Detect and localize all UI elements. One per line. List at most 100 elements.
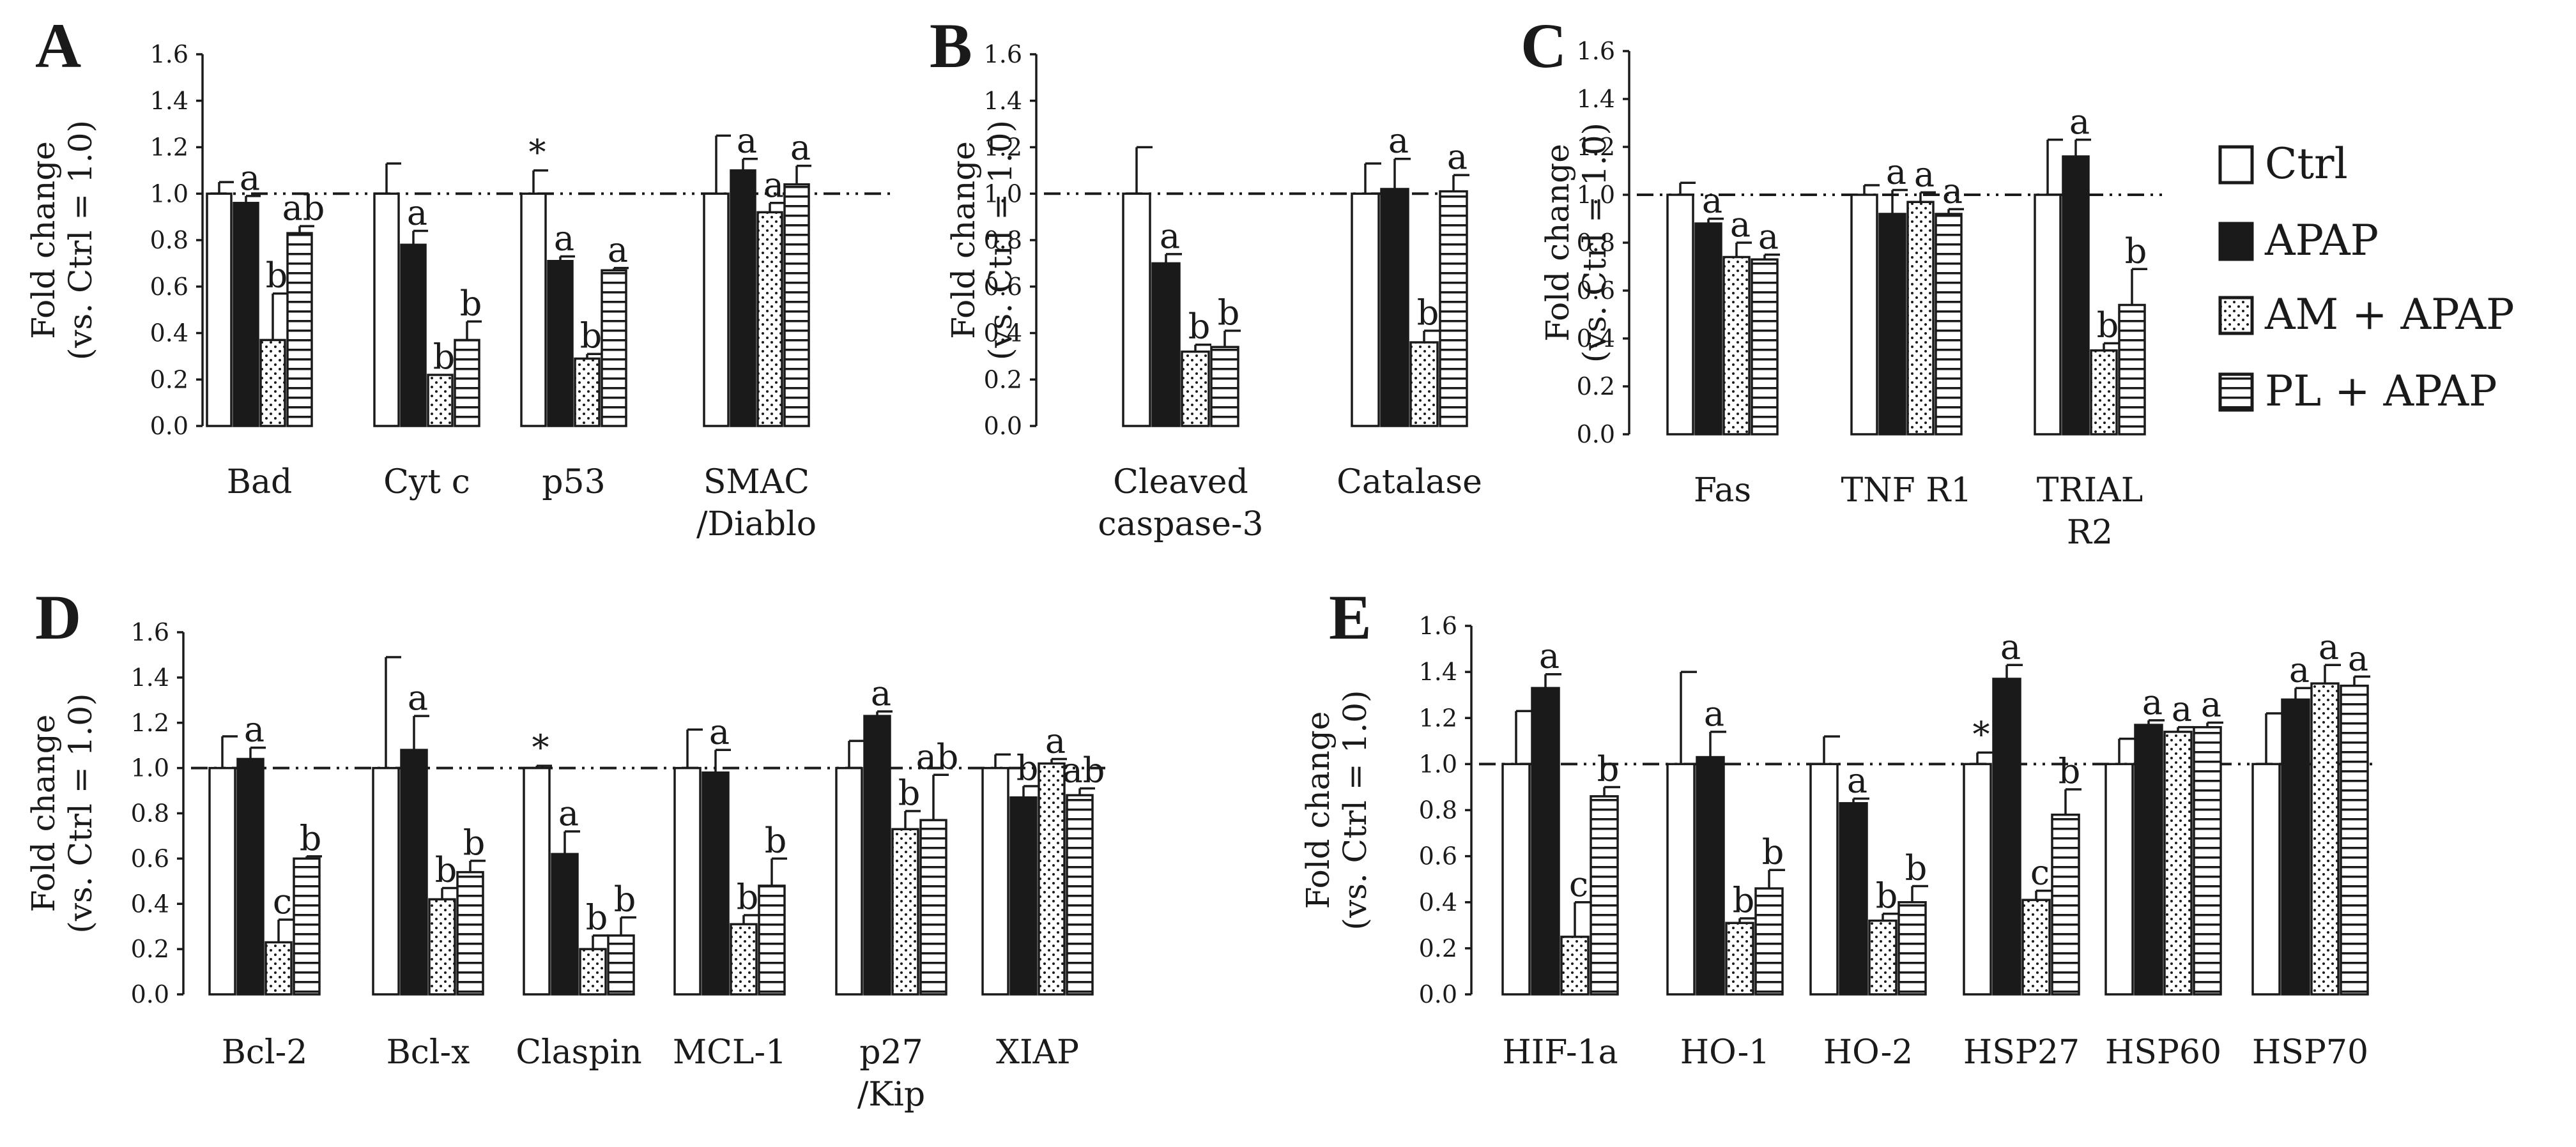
bar-apap: [730, 169, 756, 427]
y-tick-label: 0.4: [131, 890, 169, 918]
significance-letter: b: [898, 773, 921, 813]
significance-letter: b: [586, 897, 608, 938]
significance-letter: b: [1876, 876, 1898, 916]
category-label-cleaved-caspase-3: Cleaved caspase-3: [1098, 463, 1263, 543]
y-tick-label: 0.0: [1419, 980, 1457, 1008]
category-label-line: p27: [859, 1033, 923, 1072]
significance-letter: a: [1702, 181, 1722, 221]
bar-pl-apap: [1751, 258, 1779, 436]
y-tick-label: 0.0: [131, 980, 169, 1008]
panel-letter-e: E: [1329, 582, 1372, 653]
category-label-catalase: Catalase: [1337, 463, 1482, 501]
y-tick-label: 0.0: [150, 412, 188, 440]
category-label-line: HO-2: [1823, 1033, 1913, 1072]
significance-letter: b: [2097, 305, 2119, 346]
category-label-hsp70: HSP70: [2252, 1033, 2368, 1072]
y-tick-label: 1.4: [1419, 658, 1457, 686]
significance-letter: a: [2172, 689, 2192, 729]
y-tick-label: 1.6: [984, 40, 1022, 68]
y-tick-label: 1.4: [150, 87, 188, 115]
bar-ctrl: [373, 192, 400, 427]
y-tick-label: 1.6: [1419, 612, 1457, 640]
bar-am-apap: [1725, 922, 1754, 996]
y-axis-label-line: Fold change: [945, 141, 982, 339]
bar-apap: [1009, 796, 1038, 996]
y-tick-label: 0.6: [131, 844, 169, 872]
bar-apap: [236, 757, 264, 996]
y-tick-label: 0.2: [150, 365, 188, 393]
bar-pl-apap: [456, 870, 484, 996]
significance-letter: a: [558, 793, 579, 833]
y-tick-label: 0.2: [1419, 934, 1457, 962]
significance-letter: a: [408, 678, 428, 718]
y-tick-label: 1.0: [984, 179, 1022, 208]
category-label-ho-1: HO-1: [1680, 1033, 1770, 1072]
bar-pl-apap: [758, 885, 786, 996]
category-label-line: HSP70: [2252, 1033, 2368, 1072]
y-tick-label: 0.4: [1419, 888, 1457, 916]
significance-letter: b: [2058, 751, 2081, 791]
significance-letter: b: [580, 315, 602, 356]
category-label-line: Bcl-2: [222, 1033, 308, 1072]
y-tick-label: 1.2: [1419, 704, 1457, 732]
category-label-ho-2: HO-2: [1823, 1033, 1913, 1072]
significance-letter: c: [273, 881, 292, 922]
significance-letter: b: [1188, 307, 1211, 347]
significance-letter: b: [300, 818, 322, 858]
legend-item-am-apap: AM + APAP: [2218, 290, 2515, 339]
bar-ctrl: [520, 192, 547, 427]
category-label-cyt-c: Cyt c: [383, 463, 470, 501]
bar-ctrl: [1666, 763, 1696, 996]
bar-am-apap: [1181, 350, 1210, 427]
legend: Ctrl APAP AM + APAP PL + APAP: [2218, 139, 2515, 416]
significance-letter: b: [460, 283, 482, 323]
y-tick-label: 0.4: [1577, 324, 1615, 353]
bar-ctrl: [2251, 763, 2281, 996]
bar-pl-apap: [1439, 190, 1468, 427]
bar-ctrl: [1351, 192, 1380, 427]
bar-ctrl: [523, 766, 551, 996]
significance-letter: a: [2289, 649, 2310, 690]
bar-am-apap: [427, 374, 454, 427]
bar-pl-apap: [2118, 303, 2146, 436]
significance-letter: ab: [916, 736, 959, 777]
y-tick-label: 1.0: [150, 179, 188, 208]
bar-group-hsp27: * a c b: [1963, 627, 2082, 996]
category-label-xiap: XIAP: [996, 1033, 1079, 1072]
significance-letter: c: [2030, 853, 2050, 893]
y-tick-label: 1.4: [984, 87, 1022, 115]
category-label-line: caspase-3: [1098, 505, 1263, 543]
bar-ctrl: [673, 766, 702, 996]
category-label-line: Cyt c: [383, 463, 470, 501]
bar-group-claspin: *a b b: [523, 727, 636, 996]
bar-pl-apap: [2340, 685, 2369, 996]
bar-group-mcl-1: a bb: [673, 711, 787, 996]
bar-am-apap: [1722, 255, 1751, 436]
y-tick-label: 1.6: [131, 618, 169, 646]
bar-am-apap: [730, 923, 758, 996]
significance-letter: c: [1569, 864, 1588, 904]
y-tick-label: 1.0: [1577, 181, 1615, 209]
bar-pl-apap: [919, 819, 947, 996]
panel-letter-a: A: [35, 10, 81, 81]
bar-ctrl: [703, 192, 730, 427]
bar-ctrl: [1501, 763, 1531, 996]
y-tick-label: 0.2: [1577, 372, 1615, 400]
category-label-mcl-1: MCL-1: [673, 1033, 786, 1072]
y-axis-label: Fold change(vs. Ctrl = 1.0): [1300, 690, 1374, 930]
y-tick-label: 0.6: [1419, 842, 1457, 870]
significance-letter: a: [407, 192, 427, 232]
bar-pl-apap: [454, 338, 480, 427]
bar-apap: [547, 259, 574, 427]
significance-letter: a: [871, 673, 891, 713]
bar-pl-apap: [601, 269, 627, 427]
significance-letter: ab: [282, 188, 325, 228]
bar-ctrl: [372, 766, 400, 996]
bar-apap: [1878, 213, 1906, 436]
bar-group-ho-1: a bb: [1666, 671, 1785, 996]
bar-ctrl: [1122, 192, 1151, 427]
y-tick-label: 0.8: [1577, 229, 1615, 257]
y-axis-label: Fold change(vs. Ctrl = 1.0): [1539, 123, 1613, 363]
category-label-bcl-2: Bcl-2: [222, 1033, 308, 1072]
